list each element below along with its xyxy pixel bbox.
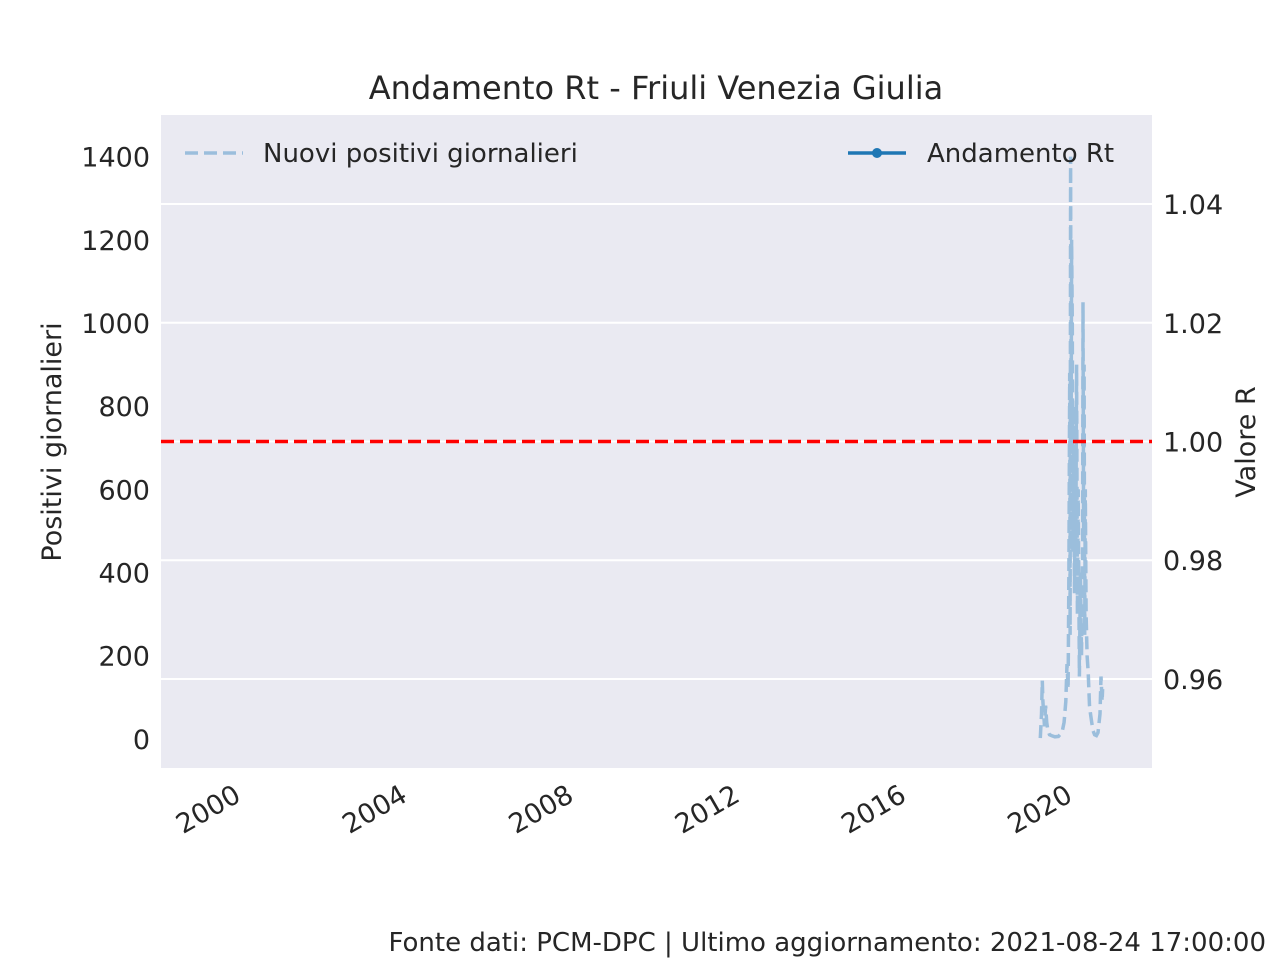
- y-axis-left-label: Positivi giornalieri: [37, 322, 68, 561]
- x-tick-label: 2000: [171, 779, 246, 840]
- x-tick-label: 2020: [1003, 779, 1078, 840]
- legend-left: Nuovi positivi giornalieri: [185, 139, 578, 169]
- y-right-tick-label: 1.04: [1163, 190, 1223, 221]
- x-tick-label: 2004: [337, 779, 412, 840]
- y-right-tick-label: 1.00: [1163, 428, 1223, 459]
- y-axis-right-label: Valore R: [1231, 386, 1262, 497]
- footer-source: Fonte dati: PCM-DPC | Ultimo aggiornamen…: [389, 928, 1267, 958]
- y-right-tick-label: 0.98: [1163, 546, 1223, 577]
- y-left-tick-label: 1200: [81, 226, 150, 257]
- x-tick-label: 2016: [836, 779, 911, 840]
- y-right-tick-label: 0.96: [1163, 665, 1223, 696]
- y-left-tick-label: 1000: [81, 309, 150, 340]
- y-left-tick-label: 600: [98, 475, 150, 506]
- series-layer: [1038, 156, 1105, 739]
- x-tick-label: 2012: [670, 779, 745, 840]
- chart-title: Andamento Rt - Friuli Venezia Giulia: [369, 69, 943, 107]
- legend-label-rt: Andamento Rt: [927, 139, 1114, 169]
- y-left-tick-label: 0: [133, 725, 150, 756]
- y-left-tick-label: 400: [98, 559, 150, 590]
- y-left-tick-label: 800: [98, 392, 150, 423]
- x-tick-label: 2008: [504, 779, 579, 840]
- legend-right: Andamento Rt: [848, 139, 1114, 169]
- y-right-tick-label: 1.02: [1163, 309, 1223, 340]
- legend-marker-rt: [872, 148, 882, 158]
- y-left-tick-label: 200: [98, 642, 150, 673]
- legend-label-positivi: Nuovi positivi giornalieri: [263, 139, 578, 169]
- y-left-tick-label: 1400: [81, 143, 150, 174]
- series-line-0: [1038, 156, 1105, 739]
